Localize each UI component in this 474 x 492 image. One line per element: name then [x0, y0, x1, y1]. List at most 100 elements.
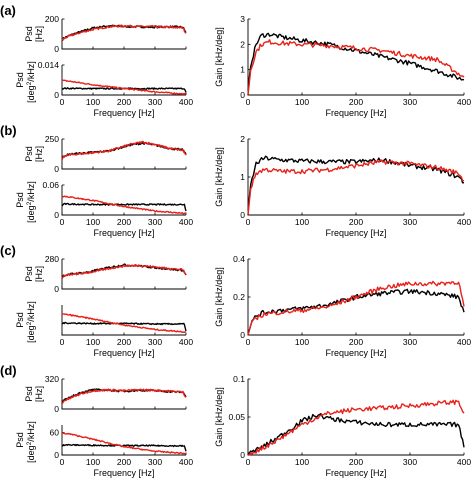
x-tick-label: 0: [60, 337, 65, 347]
x-tick-label: 200: [117, 217, 131, 227]
gain-ylabel: Gain [kHz/deg]: [214, 27, 224, 87]
psd-freq-ylabel-unit: [Hz]: [34, 146, 44, 162]
psd-freq-series-red: [61, 264, 187, 279]
y-tick-label: 0: [54, 44, 59, 54]
y-tick-label: 0: [240, 90, 245, 100]
psd-freq-ylabel: Psd: [24, 26, 34, 42]
psd-phase-series-red: [61, 195, 187, 215]
x-tick-label: 100: [86, 217, 100, 227]
y-tick-label: 0: [240, 210, 245, 220]
axis-frame: [61, 65, 186, 96]
y-tick-label: 0: [54, 90, 59, 100]
psd-freq-ylabel: Psd: [24, 146, 34, 162]
psd-phase-series-black: [61, 202, 187, 212]
gain-series-red: [248, 399, 465, 456]
psd-freq-series-red: [61, 140, 187, 160]
y-tick-label: 0: [54, 210, 59, 220]
y-tick-label: 0.06: [42, 180, 59, 190]
y-tick-label: 0.014: [38, 60, 60, 70]
y-tick-label: 60: [50, 428, 60, 438]
axis-frame: [61, 185, 186, 216]
gain-series-red: [247, 280, 465, 336]
x-tick-label: 0: [246, 217, 251, 227]
axis-frame: [247, 379, 464, 456]
y-tick-label: 1: [240, 172, 245, 182]
y-tick-label: 0.4: [233, 254, 245, 264]
y-tick-label: 0: [54, 450, 59, 460]
psd-freq-series-red: [61, 388, 187, 405]
x-tick-label: 100: [295, 97, 309, 107]
y-tick-label: 0.1: [233, 374, 245, 384]
gain-series-red: [247, 159, 465, 216]
x-tick-label: 200: [117, 337, 131, 347]
x-tick-label: 300: [148, 337, 162, 347]
y-tick-label: 280: [45, 254, 59, 264]
x-tick-label: 300: [148, 217, 162, 227]
gain-x-axis-label: Frequency [Hz]: [325, 108, 386, 118]
x-tick-label: 400: [457, 97, 471, 107]
x-tick-label: 0: [60, 457, 65, 467]
x-tick-label: 400: [179, 337, 193, 347]
x-tick-label: 100: [86, 337, 100, 347]
y-tick-label: 250: [45, 134, 59, 144]
panel-label: (a): [0, 3, 16, 18]
psd-phase-ylabel: Psd: [15, 432, 25, 448]
x-tick-label: 200: [117, 457, 131, 467]
psd-phase-ylabel-unit: [deg2/kHz]: [26, 181, 37, 223]
x-tick-label: 300: [403, 457, 417, 467]
axis-frame: [247, 139, 464, 216]
y-tick-label: 0: [54, 404, 59, 414]
y-tick-label: 0: [240, 330, 245, 340]
x-tick-label: 400: [179, 97, 193, 107]
gain-series-red: [247, 39, 465, 96]
gain-series-black: [247, 32, 465, 96]
x-tick-label: 100: [295, 457, 309, 467]
y-tick-label: 2: [240, 39, 245, 49]
x-tick-label: 100: [86, 97, 100, 107]
psd-phase-series-red: [61, 79, 187, 96]
x-tick-label: 200: [349, 337, 363, 347]
gain-ylabel: Gain [kHz/deg]: [214, 387, 224, 447]
axis-frame: [61, 425, 186, 456]
x-tick-label: 400: [179, 457, 193, 467]
gain-x-axis-label: Frequency [Hz]: [325, 348, 386, 358]
x-tick-label: 0: [246, 457, 251, 467]
x-tick-label: 300: [403, 337, 417, 347]
y-tick-label: 0.2: [233, 292, 245, 302]
panel-label: (b): [0, 123, 17, 138]
psd-freq-ylabel-unit: [Hz]: [34, 26, 44, 42]
gain-ylabel: Gain [kHz/deg]: [214, 267, 224, 327]
x-tick-label: 400: [179, 217, 193, 227]
x-tick-label: 200: [349, 97, 363, 107]
x-axis-label: Frequency [Hz]: [93, 108, 154, 118]
psd-freq-ylabel: Psd: [24, 266, 34, 282]
axis-frame: [61, 19, 186, 50]
psd-phase-ylabel: Psd: [15, 312, 25, 328]
y-tick-label: 0: [54, 164, 59, 174]
gain-x-axis-label: Frequency [Hz]: [325, 468, 386, 478]
gain-ylabel: Gain [kHz/deg]: [214, 147, 224, 207]
psd-phase-ylabel: Psd: [15, 192, 25, 208]
x-tick-label: 0: [60, 97, 65, 107]
x-tick-label: 300: [403, 97, 417, 107]
y-tick-label: 1: [240, 65, 245, 75]
psd-freq-ylabel-unit: [Hz]: [34, 386, 44, 402]
x-tick-label: 100: [295, 337, 309, 347]
y-tick-label: 200: [45, 14, 59, 24]
panel-label: (c): [0, 243, 16, 258]
psd-phase-series-red: [61, 432, 187, 455]
x-axis-label: Frequency [Hz]: [93, 468, 154, 478]
y-tick-label: 0: [54, 284, 59, 294]
gain-x-axis-label: Frequency [Hz]: [325, 228, 386, 238]
x-axis-label: Frequency [Hz]: [93, 348, 154, 358]
psd-phase-series-black: [61, 321, 187, 332]
x-tick-label: 300: [403, 217, 417, 227]
y-tick-label: 2: [240, 134, 245, 144]
panel-label: (d): [0, 363, 17, 378]
gain-series-black: [247, 413, 465, 456]
